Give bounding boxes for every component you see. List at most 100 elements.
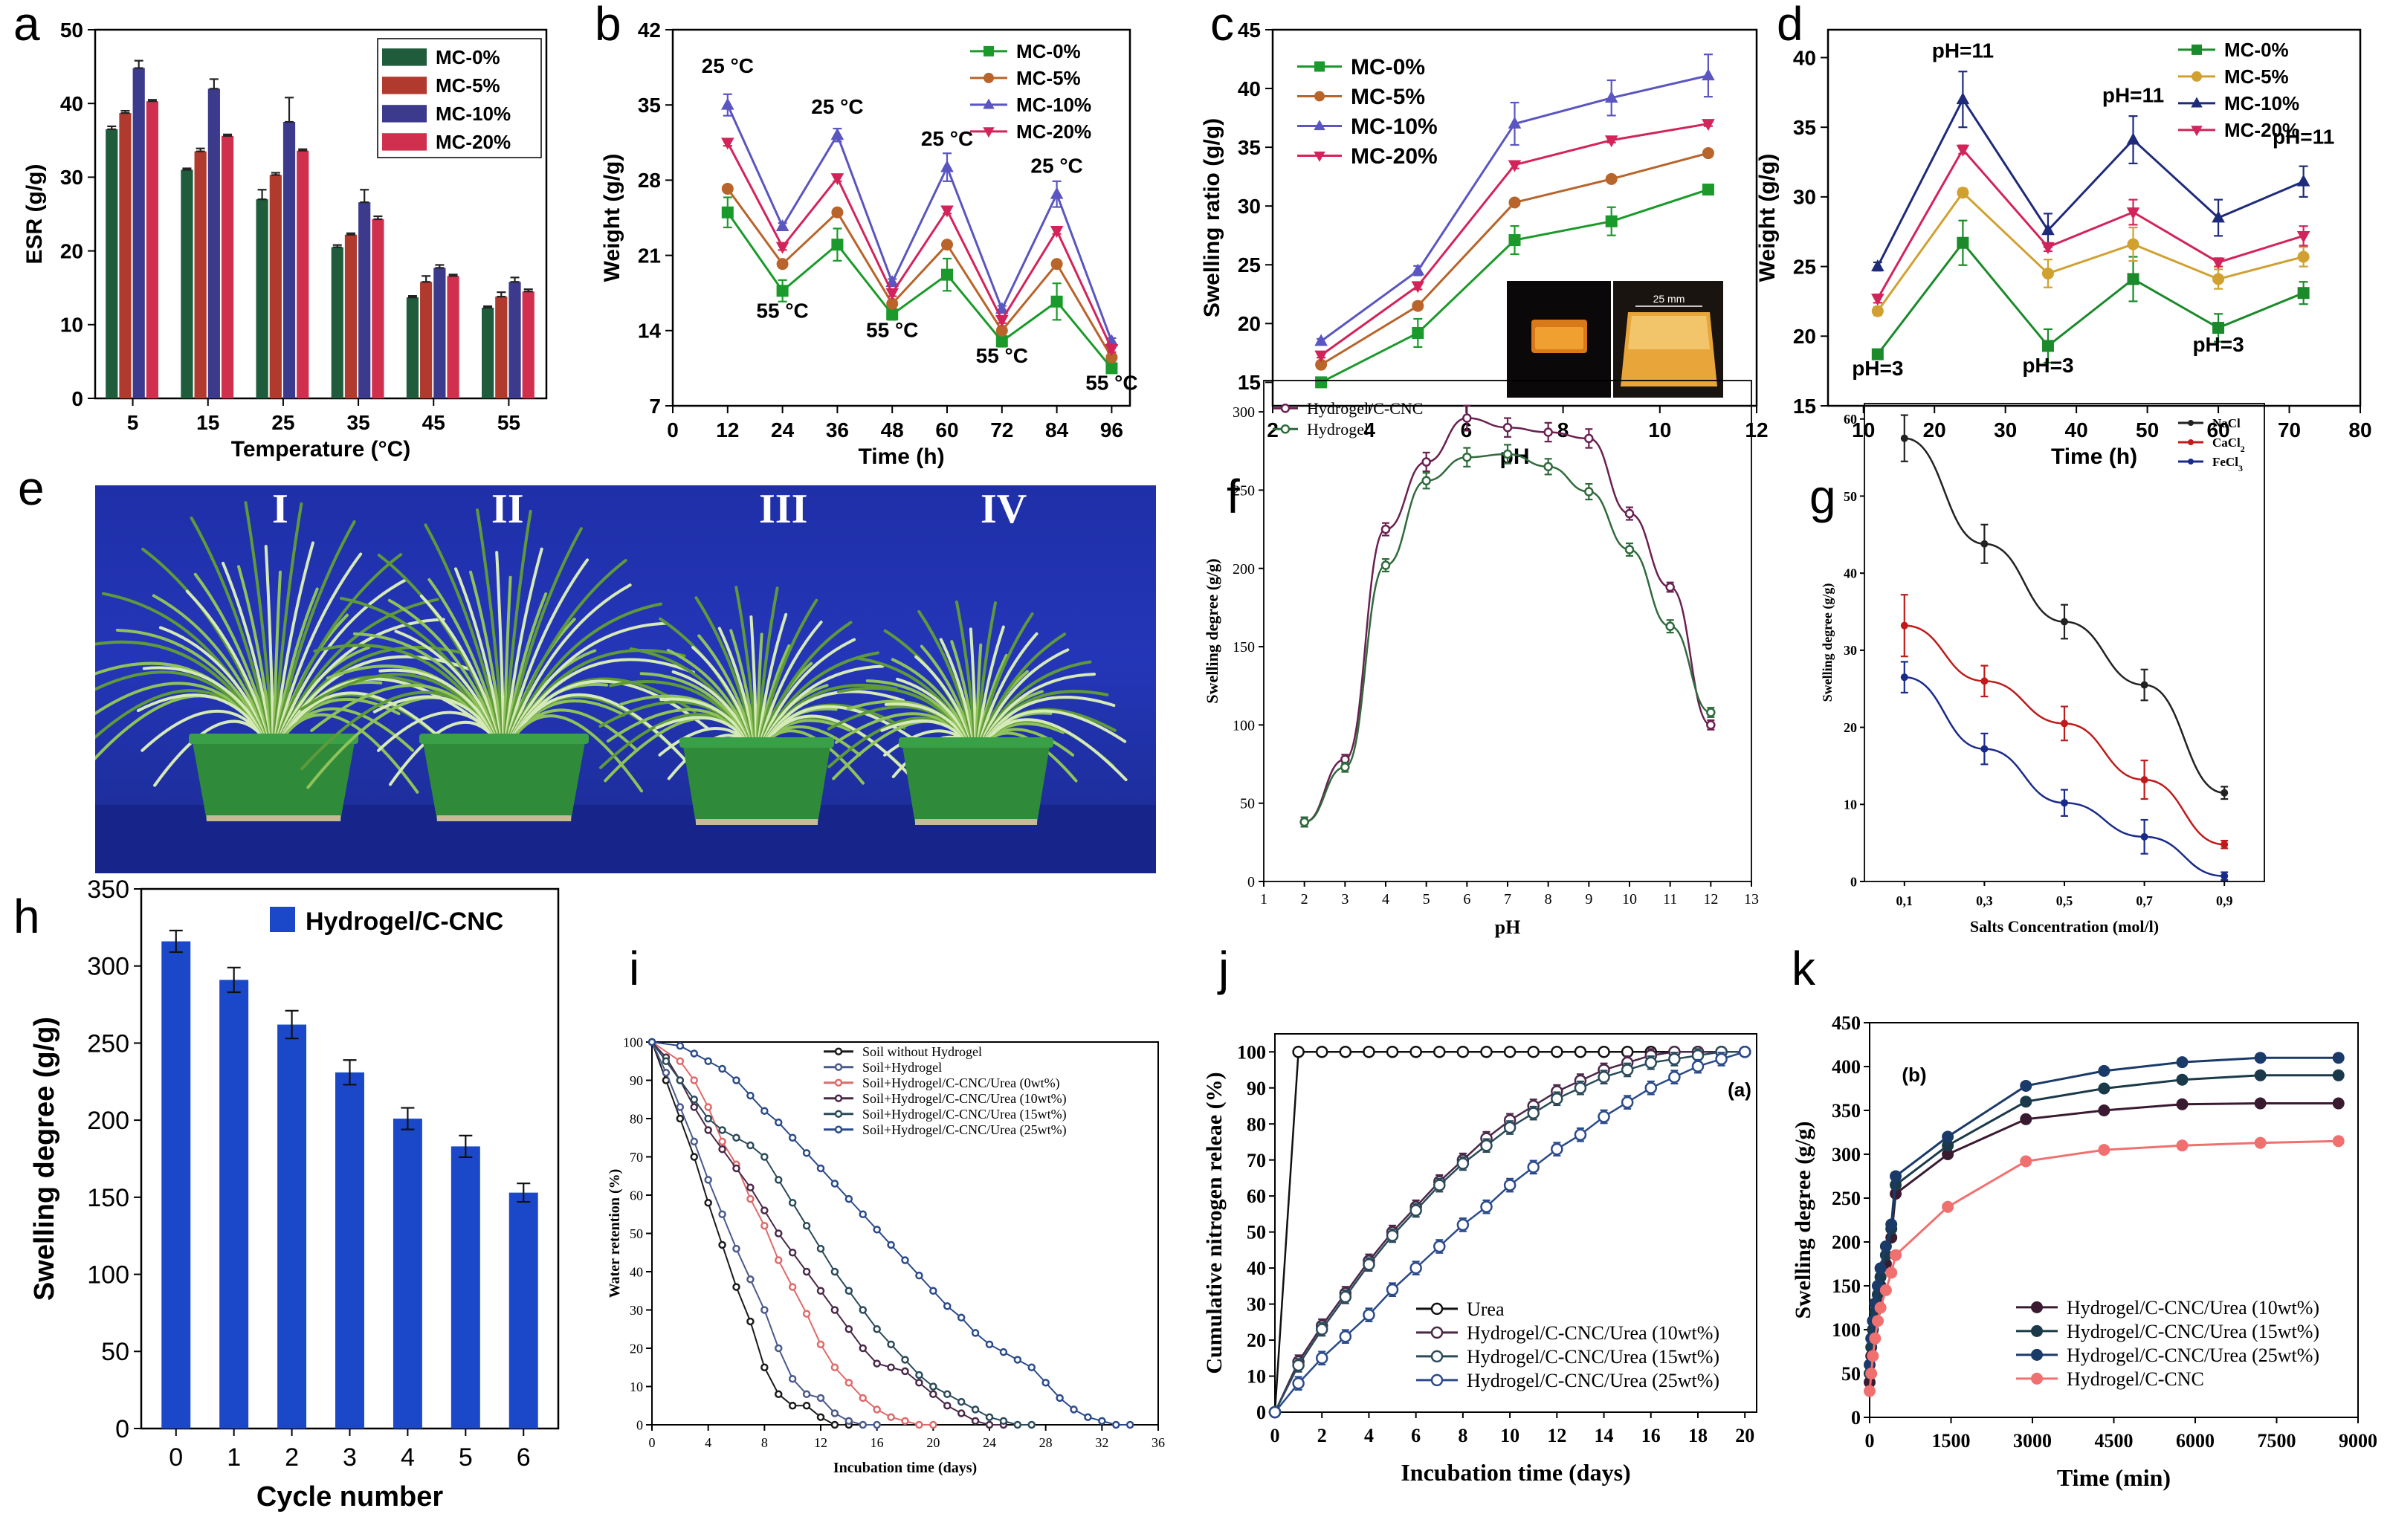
y-tick-label: 14 <box>638 320 662 343</box>
data-point <box>1386 1283 1399 1296</box>
data-point <box>2127 273 2139 285</box>
y-tick-label: 20 <box>630 1341 643 1356</box>
x-tick-label: 5 <box>459 1443 473 1472</box>
bar <box>194 151 207 398</box>
data-point <box>1900 673 1908 682</box>
data-point <box>1315 376 1328 389</box>
plants-illustration <box>95 501 1156 873</box>
data-point <box>1409 1045 1422 1058</box>
y-tick-label: 20 <box>1238 312 1261 335</box>
data-point <box>1980 540 1989 548</box>
data-point <box>1462 413 1472 423</box>
data-point <box>1339 1045 1352 1058</box>
data-point <box>1314 151 1325 162</box>
x-tick-label: 6 <box>1411 1425 1421 1446</box>
leaf <box>244 501 275 754</box>
data-point <box>1956 92 1970 105</box>
data-point <box>2126 132 2140 145</box>
y-tick-label: 200 <box>87 1107 129 1135</box>
data-point <box>1574 1045 1587 1058</box>
y-tick-label: 60 <box>1844 412 1857 427</box>
data-point <box>2098 1104 2110 1116</box>
data-point <box>995 335 1008 348</box>
leaf <box>503 527 583 754</box>
legend-label: Hydrogel/C-CNC/Urea (15wt%) <box>2067 1321 2319 1342</box>
x-tick-label: 3 <box>343 1443 357 1472</box>
legend-label: MC-5% <box>2224 65 2289 88</box>
data-point <box>1314 120 1325 131</box>
data-point <box>1502 449 1513 459</box>
data-point <box>830 1306 839 1314</box>
data-point <box>1604 91 1618 103</box>
data-point <box>760 1306 769 1314</box>
data-point <box>1543 462 1553 472</box>
data-point <box>1456 1045 1470 1058</box>
data-point <box>1503 1121 1517 1134</box>
data-point <box>2031 1324 2043 1337</box>
plot-frame <box>1827 28 2362 407</box>
data-point <box>1363 1045 1375 1058</box>
data-point <box>971 1405 980 1414</box>
data-point <box>2176 1073 2189 1086</box>
y-axis-label: Weight (g/g) <box>600 154 624 282</box>
x-tick-label: 36 <box>826 418 849 441</box>
data-point <box>859 1394 867 1402</box>
data-point <box>1551 1093 1563 1105</box>
data-point <box>901 1417 909 1426</box>
x-tick-label: 12 <box>1547 1425 1566 1446</box>
data-point <box>1574 1081 1587 1094</box>
data-point <box>1502 422 1513 433</box>
panel-letter-g: g <box>1809 470 1836 523</box>
data-point <box>1605 215 1618 227</box>
data-point <box>676 1041 685 1050</box>
y-tick-label: 0 <box>636 1417 643 1432</box>
data-point <box>2176 1056 2189 1069</box>
data-point <box>929 1382 937 1391</box>
data-point <box>746 1317 755 1326</box>
data-point <box>886 297 899 310</box>
bar <box>207 88 220 399</box>
data-point <box>887 1340 895 1349</box>
legend-label: Soil+Hydrogel/C-CNC/Urea (0wt%) <box>862 1075 1060 1091</box>
data-point <box>775 1390 783 1399</box>
x-tick-label: 9 <box>1585 891 1592 908</box>
y-tick-label: 20 <box>1844 720 1857 735</box>
data-point <box>2098 1144 2110 1156</box>
data-point <box>940 160 954 172</box>
x-tick-label: 55 <box>497 411 520 434</box>
y-tick-label: 40 <box>1793 46 1816 69</box>
data-point <box>1315 358 1328 371</box>
leaf <box>424 523 506 754</box>
x-tick-label: 3000 <box>2013 1430 2052 1452</box>
x-axis-label: Time (h) <box>858 444 944 469</box>
pot-saucer <box>696 819 818 825</box>
x-tick-label: 28 <box>1039 1435 1053 1450</box>
data-point <box>1665 582 1675 592</box>
y-axis-label: Swelling degree (g/g) <box>29 1017 60 1301</box>
annotation: 25 °C <box>811 95 863 118</box>
x-tick-label: 12 <box>1745 418 1768 441</box>
data-point <box>943 1390 952 1399</box>
y-tick-label: 10 <box>1247 1366 1266 1388</box>
data-point <box>1702 119 1715 132</box>
data-point <box>2176 1098 2189 1110</box>
annotation: 55 °C <box>756 299 808 322</box>
x-tick-label: 4500 <box>2095 1430 2134 1452</box>
data-point <box>760 1206 769 1214</box>
y-tick-label: 0 <box>115 1415 129 1443</box>
legend-label: MC-5% <box>1351 85 1425 109</box>
data-point <box>816 1287 825 1295</box>
y-tick-label: 30 <box>1238 195 1261 218</box>
data-point <box>2061 618 2068 626</box>
data-point <box>1315 1352 1328 1365</box>
data-point <box>1386 1229 1399 1242</box>
data-point <box>1644 1056 1658 1070</box>
bar <box>372 219 384 398</box>
data-point <box>802 1402 811 1410</box>
data-point <box>1598 1045 1610 1058</box>
data-point <box>941 268 953 281</box>
data-point <box>718 1240 726 1249</box>
legend-label: MC-20% <box>1016 120 1091 143</box>
y-axis-label: ESR (g/g) <box>22 164 47 265</box>
data-point <box>1280 424 1291 434</box>
